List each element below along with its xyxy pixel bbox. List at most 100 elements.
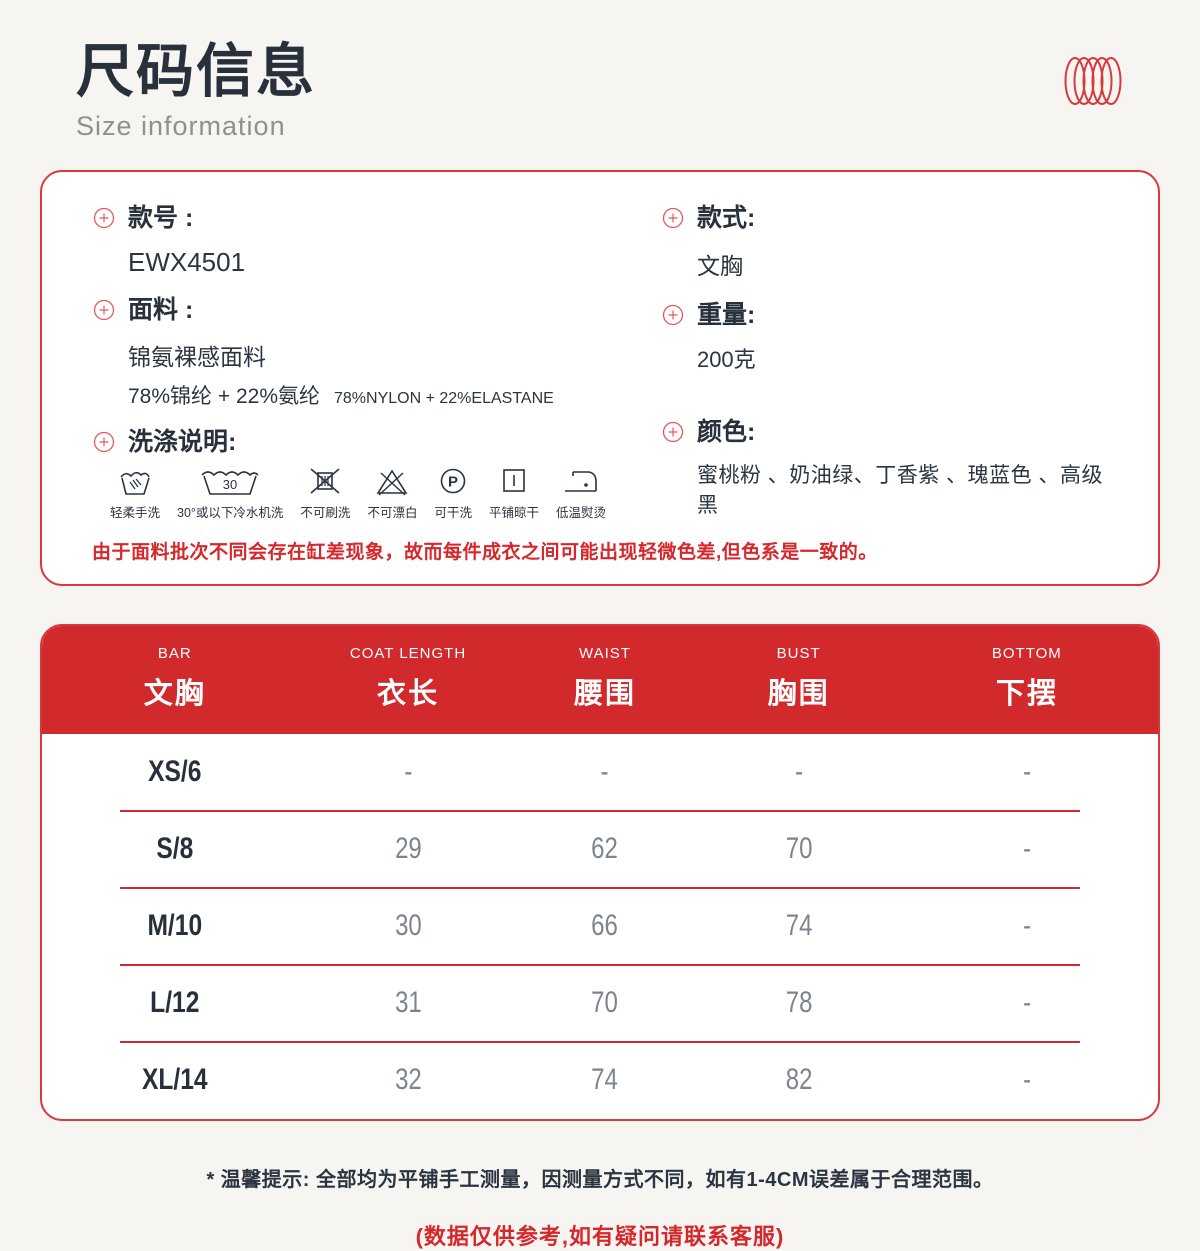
value-cell: - [1022, 909, 1031, 943]
value-cell: 62 [591, 832, 619, 866]
fabric-composition: 78%锦纶 + 22%氨纶 78%NYLON + 22%ELASTANE [128, 380, 661, 410]
col-header-bust: BUST 胸围 [702, 645, 896, 712]
measurement-tip: * 温馨提示: 全部均为平铺手工测量，因测量方式不同，如有1-4CM误差属于合理… [206, 1168, 994, 1191]
plus-icon [93, 300, 115, 321]
page-title: 尺码信息 [76, 39, 317, 104]
value-cell: 70 [785, 832, 812, 866]
size-cell: L/12 [150, 986, 200, 1020]
col-header-en: WAIST [579, 644, 631, 662]
info-item-wash: 洗涤说明: 轻柔手洗 30 30°或 [92, 427, 661, 521]
value-cell: - [1022, 986, 1031, 1020]
info-left-column: 款号 : EWX4501 面料 : 锦氨裸感面料 78%锦纶 + 22%氨纶 7… [92, 205, 661, 521]
value-cell: 82 [785, 1063, 812, 1097]
wash-step-label: 轻柔手洗 [110, 505, 161, 520]
info-item-fabric: 面料 : 锦氨裸感面料 78%锦纶 + 22%氨纶 78%NYLON + 22%… [92, 295, 661, 410]
wash-step-no-bleach: 不可漂白 [367, 463, 417, 521]
plus-icon [662, 305, 684, 326]
size-cell: S/8 [156, 832, 194, 866]
col-header-en: COAT LENGTH [349, 644, 467, 662]
info-item-type: 款式: 文胸 [661, 203, 1108, 281]
wash-step-label: 30°或以下冷水机洗 [177, 505, 284, 520]
col-header-bottom: BOTTOM 下摆 [896, 645, 1158, 712]
dye-lot-note: 由于面料批次不同会存在缸差现象，故而每件成衣之间可能出现轻微色差,但色系是一致的… [92, 541, 878, 563]
value-cell: - [404, 755, 413, 789]
col-header-en: BOTTOM [991, 644, 1062, 662]
weight-label: 重量: [696, 300, 756, 329]
value-cell: - [1022, 1063, 1031, 1097]
wash-step-label: 低温熨烫 [555, 505, 606, 520]
style-no-value: EWX4501 [128, 246, 246, 277]
size-table: BAR 文胸 COAT LENGTH 衣长 WAIST 腰围 BUST 胸围 B… [40, 623, 1160, 1121]
wash-step-label: 不可漂白 [367, 505, 418, 520]
plus-icon [93, 432, 115, 453]
table-row: L/12 31 70 78 - [42, 963, 1158, 1042]
info-item-style-no: 款号 : EWX4501 [92, 205, 661, 278]
color-value: 蜜桃粉 、奶油绿、丁香紫 、瑰蓝色 、高级黑 [696, 463, 1103, 517]
col-header-cn: 胸围 [767, 677, 830, 710]
low-iron-icon [564, 471, 597, 492]
dry-clean-p-icon: P [440, 468, 466, 494]
title-block: 尺码信息 Size information [76, 39, 317, 142]
wash-step-no-scrub: 不可刷洗 [300, 463, 350, 521]
svg-text:P: P [448, 473, 458, 490]
wash-step-label: 可干洗 [434, 505, 472, 520]
type-label: 款式: [696, 203, 756, 232]
value-cell: 30 [394, 909, 422, 943]
col-header-bar: BAR 文胸 [42, 645, 308, 712]
svg-text:30: 30 [223, 477, 237, 492]
value-cell: 74 [785, 909, 812, 943]
value-cell: - [1022, 832, 1031, 866]
col-header-cn: 衣长 [377, 677, 440, 710]
info-item-weight: 重量: 200克 [661, 300, 1108, 374]
fabric-label: 面料 : [128, 295, 194, 324]
fabric-composition-cn: 78%锦纶 + 22%氨纶 [128, 384, 320, 408]
value-cell: - [601, 755, 609, 789]
wash-step-low-iron: 低温熨烫 [556, 463, 606, 521]
wash-step-hand-wash: 轻柔手洗 [110, 463, 160, 521]
wash-step-dry-clean: P 可干洗 [434, 463, 472, 521]
type-value: 文胸 [696, 252, 743, 279]
fabric-name: 锦氨裸感面料 [128, 343, 266, 370]
value-cell: 74 [591, 1063, 619, 1097]
wash-icons-row: 轻柔手洗 30 30°或以下冷水机洗 不可刷洗 [110, 463, 661, 521]
fabric-composition-en: 78%NYLON + 22%ELASTANE [334, 389, 554, 407]
table-row: M/10 30 66 74 - [42, 886, 1158, 965]
size-table-header: BAR 文胸 COAT LENGTH 衣长 WAIST 腰围 BUST 胸围 B… [42, 625, 1158, 734]
no-scrub-icon [310, 468, 340, 494]
color-label: 颜色: [696, 417, 756, 446]
table-row: XS/6 - - - - [42, 734, 1158, 811]
value-cell: 31 [394, 986, 422, 1020]
col-header-cn: 下摆 [995, 677, 1058, 710]
value-cell: 70 [591, 986, 619, 1020]
value-cell: 78 [785, 986, 812, 1020]
plus-icon [662, 208, 684, 229]
flat-dry-icon [503, 469, 525, 492]
value-cell: - [794, 755, 803, 789]
wash-step-flat-dry: 平铺晾干 [489, 463, 539, 521]
value-cell: 29 [394, 832, 422, 866]
footnotes: * 温馨提示: 全部均为平铺手工测量，因测量方式不同，如有1-4CM误差属于合理… [0, 1163, 1200, 1251]
size-cell: M/10 [147, 909, 203, 943]
value-cell: 32 [394, 1063, 422, 1097]
col-header-coat-length: COAT LENGTH 衣长 [308, 645, 509, 712]
wash-step-label: 不可刷洗 [300, 505, 351, 520]
size-cell: XS/6 [148, 755, 202, 789]
page-header: 尺码信息 Size information [0, 0, 1200, 142]
coil-spring-icon [1064, 54, 1122, 108]
table-row: S/8 29 62 70 - [42, 809, 1158, 888]
info-item-color: 颜色: 蜜桃粉 、奶油绿、丁香紫 、瑰蓝色 、高级黑 [661, 417, 1108, 519]
col-header-en: BUST [776, 644, 821, 662]
machine-wash-30-icon: 30 [201, 471, 259, 495]
value-cell: - [1022, 755, 1031, 789]
plus-icon [93, 208, 115, 229]
no-bleach-icon [376, 469, 408, 496]
info-right-column: 款式: 文胸 重量: 200克 颜色: 蜜桃粉 、奶油绿、 [661, 203, 1108, 521]
wash-label: 洗涤说明: [128, 427, 237, 456]
size-cell: XL/14 [141, 1063, 208, 1097]
reference-note: (数据仅供参考,如有疑问请联系客服) [415, 1223, 785, 1249]
table-row: XL/14 32 74 82 - [42, 1040, 1158, 1119]
wash-step-label: 平铺晾干 [488, 505, 539, 520]
col-header-en: BAR [157, 644, 192, 662]
col-header-waist: WAIST 腰围 [508, 645, 701, 712]
col-header-cn: 腰围 [573, 677, 636, 710]
